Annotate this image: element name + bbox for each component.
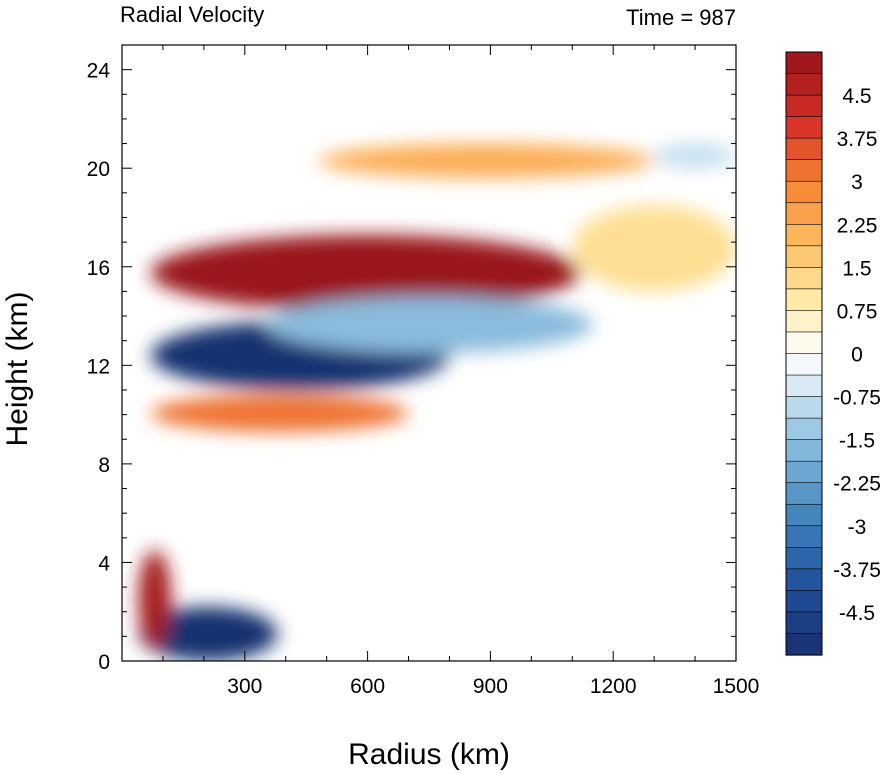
colorbar-segment bbox=[785, 288, 823, 312]
colorbar-label: 2.25 bbox=[837, 214, 878, 237]
y-tick-label: 16 bbox=[87, 257, 110, 280]
time-label: Time = 987 bbox=[626, 5, 736, 30]
colorbar-segment bbox=[785, 245, 823, 268]
colorbar-segment bbox=[785, 503, 823, 527]
inflow-region bbox=[138, 606, 278, 661]
outflow-region bbox=[150, 234, 581, 312]
plot-area bbox=[121, 44, 737, 662]
x-tick-label: 1200 bbox=[590, 675, 637, 698]
y-tick-label: 20 bbox=[87, 158, 110, 181]
colorbar-label: 3 bbox=[851, 171, 863, 194]
velocity-field bbox=[138, 143, 736, 661]
colorbar-label: -4.5 bbox=[839, 602, 875, 625]
colorbar-label: -0.75 bbox=[833, 387, 881, 410]
plot-frame bbox=[121, 44, 737, 662]
y-tick-label: 0 bbox=[98, 651, 110, 674]
colorbar-segment bbox=[785, 180, 823, 204]
colorbar-segment bbox=[785, 331, 823, 355]
axis-ticks bbox=[122, 44, 737, 662]
outflow-region bbox=[150, 394, 409, 432]
y-tick-label: 4 bbox=[98, 552, 110, 575]
colorbar-segment bbox=[785, 525, 823, 548]
colorbar-labels: 4.5 3.75 3 2.25 1.5 0.75 0 -0.75 -1.5 -2.25 -3 -3.7… bbox=[833, 85, 881, 625]
colorbar-frame bbox=[785, 51, 823, 656]
inflow-region bbox=[265, 296, 593, 353]
x-tick-label: 900 bbox=[473, 675, 508, 698]
y-tick-label: 24 bbox=[87, 60, 111, 83]
x-tick-label: 600 bbox=[350, 675, 385, 698]
x-tick-labels: 300 600 900 1200 1500 bbox=[227, 675, 759, 698]
chart-title: Radial Velocity bbox=[120, 2, 264, 27]
colorbar-segment bbox=[785, 374, 823, 398]
field-blur-layer bbox=[138, 143, 736, 661]
x-axis-label: Radius (km) bbox=[348, 738, 510, 771]
colorbar-label: 1.5 bbox=[842, 257, 871, 280]
colorbar-segment bbox=[785, 353, 823, 376]
colorbar-segment bbox=[785, 396, 823, 419]
colorbar bbox=[785, 51, 823, 656]
colorbar-segment bbox=[785, 633, 823, 656]
outflow-region bbox=[138, 550, 172, 649]
colorbar-segment bbox=[785, 460, 823, 484]
x-tick-label: 300 bbox=[227, 675, 262, 698]
colorbar-segment bbox=[785, 482, 823, 505]
colorbar-segment bbox=[785, 439, 823, 462]
y-axis-label: Height (km) bbox=[1, 291, 34, 446]
colorbar-label: 4.5 bbox=[842, 85, 871, 108]
colorbar-segment bbox=[785, 267, 823, 290]
colorbar-label: 0 bbox=[851, 344, 863, 367]
colorbar-segment bbox=[785, 137, 823, 161]
colorbar-segment bbox=[785, 310, 823, 333]
colorbar-segment bbox=[785, 223, 823, 247]
y-tick-label: 12 bbox=[87, 355, 110, 378]
colorbar-segment bbox=[785, 547, 823, 570]
x-tick-label: 1500 bbox=[713, 675, 760, 698]
colorbar-segment bbox=[785, 611, 823, 635]
colorbar-segment bbox=[785, 73, 823, 96]
colorbar-label: 3.75 bbox=[837, 128, 878, 151]
outflow-region bbox=[318, 143, 655, 179]
colorbar-segment bbox=[785, 417, 823, 441]
colorbar-label: -1.5 bbox=[839, 430, 875, 453]
colorbar-label: -2.25 bbox=[833, 473, 881, 496]
colorbar-segment bbox=[785, 51, 823, 75]
inflow-region bbox=[654, 143, 736, 169]
outflow-region bbox=[572, 205, 736, 292]
colorbar-segment bbox=[785, 202, 823, 225]
y-tick-labels: 0 4 8 12 16 20 24 bbox=[87, 60, 111, 674]
colorbar-segment bbox=[785, 116, 823, 139]
colorbar-label: 0.75 bbox=[837, 300, 878, 323]
colorbar-segment bbox=[785, 590, 823, 613]
colorbar-segment bbox=[785, 568, 823, 591]
colorbar-label: -3 bbox=[848, 516, 867, 539]
colorbar-label: -3.75 bbox=[833, 559, 881, 582]
colorbar-segment bbox=[785, 159, 823, 182]
colorbar-segment bbox=[785, 94, 823, 118]
y-tick-label: 8 bbox=[98, 454, 110, 477]
